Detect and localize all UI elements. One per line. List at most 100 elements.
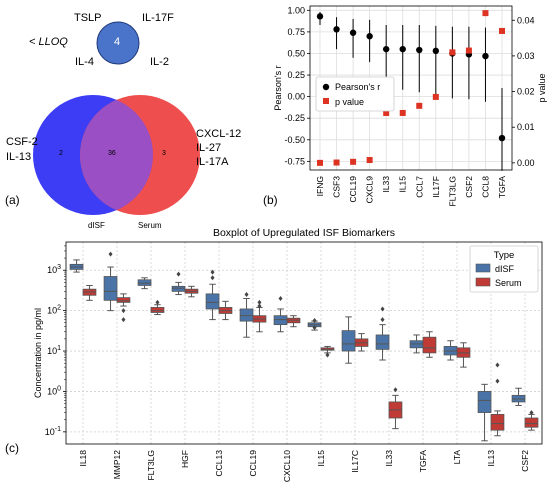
- outlier-point: [495, 378, 500, 384]
- box-serum: [490, 414, 505, 431]
- pearson-point: [366, 33, 373, 40]
- x-tick-label: CCL7: [414, 176, 424, 198]
- boxplot-chart: Boxplot of Upregulated ISF Biomarkers 103…: [33, 227, 543, 482]
- outlier-point: [278, 295, 283, 301]
- pearson-point: [316, 13, 324, 20]
- x-tick-label: IL18: [78, 450, 88, 467]
- y-right-tick-label: 0.02: [517, 87, 535, 97]
- box-serum: [150, 307, 165, 313]
- right-only-item-cxcl12: CXCL-12: [196, 128, 242, 140]
- x-tick-label: HGF: [180, 450, 190, 468]
- p-value-point: [399, 109, 406, 116]
- pearson-point: [432, 47, 440, 55]
- outlier-point: [380, 317, 385, 323]
- x-tick-label: IL15: [398, 176, 408, 193]
- right-only-item-il27: IL-27: [196, 142, 222, 154]
- box-disf: [171, 285, 186, 292]
- x-tick-label: CXCL9: [365, 176, 375, 204]
- outlier-point: [244, 292, 249, 298]
- box-disf: [375, 334, 390, 350]
- pearson-point: [349, 29, 357, 36]
- pearson-point: [498, 134, 506, 142]
- outlier-point: [325, 352, 330, 358]
- legend-label-pearson: Pearson's r: [335, 82, 380, 92]
- box-disf: [341, 330, 356, 352]
- outlier-point: [121, 317, 126, 323]
- lloq-item-il4: IL-4: [75, 56, 94, 68]
- outlier-point: [380, 306, 385, 312]
- outlier-point: [176, 271, 181, 277]
- x-tick-label: IL15: [316, 450, 326, 467]
- y-tick-label: 101: [47, 345, 61, 356]
- y-tick-label: 0.75: [287, 27, 305, 37]
- p-value-point: [333, 159, 340, 166]
- outlier-point: [108, 251, 113, 257]
- outlier-point: [312, 318, 317, 324]
- y-tick-label: 1.00: [287, 5, 305, 15]
- p-value-point: [317, 159, 323, 166]
- x-tick-label: TGFA: [497, 176, 507, 199]
- lloq-label: < LLOQ: [29, 36, 68, 48]
- venn-left-label: dISF: [88, 221, 105, 230]
- p-value-point: [366, 157, 373, 164]
- box-disf: [477, 391, 492, 413]
- pearson-point: [333, 26, 340, 33]
- x-tick-label: IL33: [384, 450, 394, 467]
- lloq-item-il2: IL-2: [150, 56, 169, 68]
- legend-marker-pvalue: [323, 98, 329, 104]
- x-tick-label: IL13: [486, 450, 496, 467]
- pearson-point: [482, 52, 489, 60]
- outlier-point: [210, 275, 215, 281]
- outlier-point: [257, 299, 262, 305]
- x-tick-label: CXCL10: [282, 450, 292, 482]
- right-only-item-il17a: IL-17A: [196, 156, 229, 168]
- y-right-tick-label: 0.04: [517, 15, 535, 25]
- p-value-point: [432, 93, 439, 100]
- outlier-point: [495, 362, 500, 368]
- y-right-axis-title: p value: [537, 73, 547, 102]
- y-right-tick-label: 0.01: [517, 122, 535, 132]
- y-tick-label: 0.50: [287, 48, 305, 58]
- left-only-item-csf2: CSF-2: [6, 136, 38, 148]
- x-tick-label: CCL19: [348, 176, 358, 203]
- x-tick-label: CCL19: [248, 450, 258, 477]
- x-tick-label: CSF2: [464, 176, 474, 198]
- outlier-point: [529, 410, 534, 416]
- venn-right-count: 3: [162, 150, 166, 157]
- x-tick-label: CCL8: [480, 176, 490, 198]
- plot-frame: [309, 5, 513, 171]
- p-value-point: [465, 47, 472, 54]
- x-tick-label: IL17C: [350, 450, 360, 473]
- y-tick-label: 0.00: [287, 92, 305, 102]
- outlier-point: [393, 387, 398, 393]
- venn-svg: [33, 21, 200, 215]
- y-tick-label: -0.50: [284, 135, 305, 145]
- x-tick-label: IL33: [381, 176, 391, 193]
- outlier-point: [155, 299, 160, 305]
- venn-overlap: [80, 95, 153, 215]
- p-value-point: [449, 49, 456, 56]
- legend-label-pvalue: p value: [335, 97, 364, 107]
- box-serum: [116, 297, 131, 303]
- x-tick-label: LTA: [452, 450, 462, 465]
- pearson-point: [399, 45, 406, 53]
- p-value-point: [383, 109, 390, 116]
- box-disf: [103, 276, 118, 301]
- panel-c-label: (c): [5, 441, 19, 455]
- plot-frame: [65, 241, 543, 445]
- box-serum: [524, 417, 539, 428]
- box-disf: [239, 308, 254, 322]
- x-tick-label: FLT3LG: [447, 176, 457, 207]
- y-right-tick-label: 0.00: [517, 158, 535, 168]
- legend-marker-pearson: [322, 83, 330, 91]
- x-tick-label: FLT3LG: [146, 450, 156, 481]
- y-right-tick-label: 0.03: [517, 51, 535, 61]
- venn-left-count: 2: [59, 150, 63, 157]
- chart-title: Boxplot of Upregulated ISF Biomarkers: [213, 227, 395, 239]
- p-value-point: [350, 158, 357, 165]
- box-disf: [205, 293, 220, 310]
- x-tick-label: MMP12: [112, 450, 122, 480]
- lloq-item-il17f: IL-17F: [142, 12, 174, 24]
- legend-swatch-serum: [475, 277, 491, 287]
- x-tick-label: CSF3: [332, 176, 342, 198]
